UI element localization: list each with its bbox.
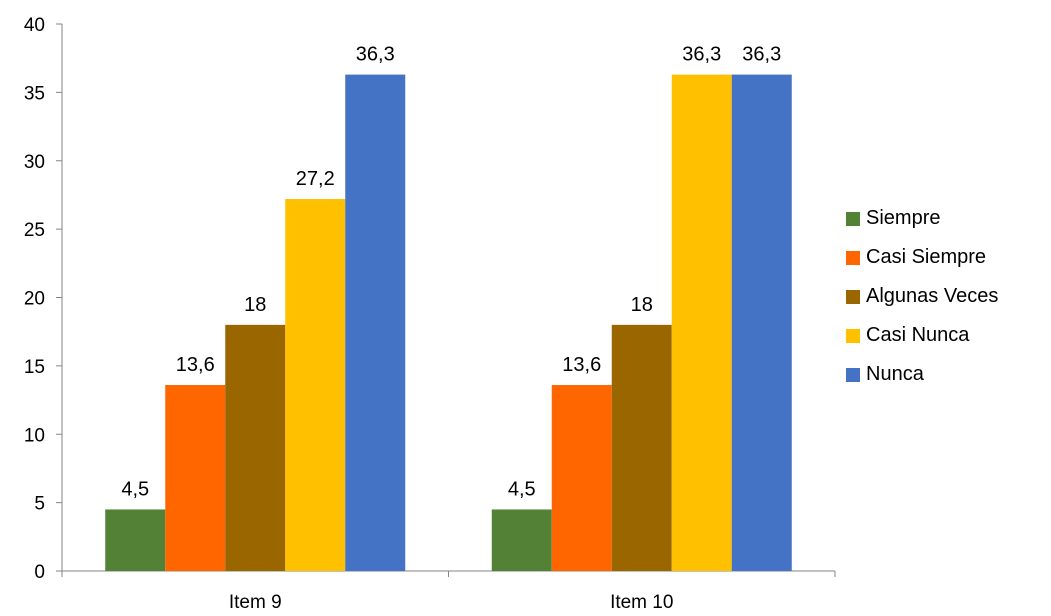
bar-siempre — [105, 509, 166, 571]
legend-item: Nunca — [846, 355, 998, 394]
legend-swatch — [846, 250, 860, 265]
legend-item: Casi Siempre — [846, 238, 998, 277]
y-tick-label: 20 — [24, 289, 45, 310]
y-tick-label: 25 — [24, 220, 45, 241]
y-tick-label: 5 — [34, 494, 45, 515]
legend-swatch — [846, 289, 860, 304]
x-tick-label: Item 10 — [610, 592, 673, 613]
bar-value-label: 13,6 — [562, 354, 601, 376]
x-tick-label: Item 9 — [229, 592, 282, 613]
bar-value-label: 4,5 — [508, 478, 536, 500]
bar-casi-nunca — [285, 199, 346, 572]
axes: 0 5 10 15 20 25 30 35 40 Item 9 Item 10 — [24, 15, 836, 613]
bar-siempre — [491, 509, 552, 571]
legend-item: Casi Nunca — [846, 316, 998, 355]
legend-swatch — [846, 367, 860, 382]
legend-swatch — [846, 211, 860, 226]
y-tick-label: 0 — [34, 562, 45, 583]
bar-casi-siempre — [165, 385, 226, 571]
legend-label: Algunas Veces — [866, 285, 999, 307]
bar-value-label: 18 — [244, 294, 266, 316]
bar-value-label: 13,6 — [176, 354, 215, 376]
bar-value-label: 36,3 — [682, 44, 721, 66]
legend-label: Siempre — [866, 207, 941, 229]
bar-algunas-veces — [611, 324, 672, 571]
legend-label: Casi Siempre — [866, 246, 987, 268]
legend-label: Nunca — [866, 363, 924, 385]
y-tick-label: 30 — [24, 152, 45, 173]
y-tick-label: 15 — [24, 357, 45, 378]
legend-item: Siempre — [846, 199, 998, 238]
bar-nunca — [731, 74, 792, 571]
y-tick-label: 40 — [24, 15, 45, 36]
y-tick-label: 35 — [24, 83, 45, 104]
bars — [105, 74, 792, 572]
bar-value-label: 27,2 — [296, 168, 335, 190]
y-tick-label: 10 — [24, 425, 45, 446]
bar-value-label: 18 — [631, 294, 653, 316]
legend-swatch — [846, 328, 860, 343]
data-labels: 4,5 13,6 18 27,2 36,3 4,5 13,6 18 36,3 36,3 — [121, 44, 781, 501]
bar-algunas-veces — [225, 324, 286, 571]
bar-value-label: 4,5 — [121, 478, 149, 500]
bar-value-label: 36,3 — [356, 44, 395, 66]
bar-nunca — [345, 74, 406, 571]
bar-value-label: 36,3 — [742, 44, 781, 66]
legend-item: Algunas Veces — [846, 277, 998, 316]
bar-casi-nunca — [671, 74, 732, 571]
legend-label: Casi Nunca — [866, 324, 970, 346]
bar-casi-siempre — [551, 385, 612, 571]
legend: Siempre Casi Siempre Algunas Veces Casi Nun… — [846, 199, 998, 394]
